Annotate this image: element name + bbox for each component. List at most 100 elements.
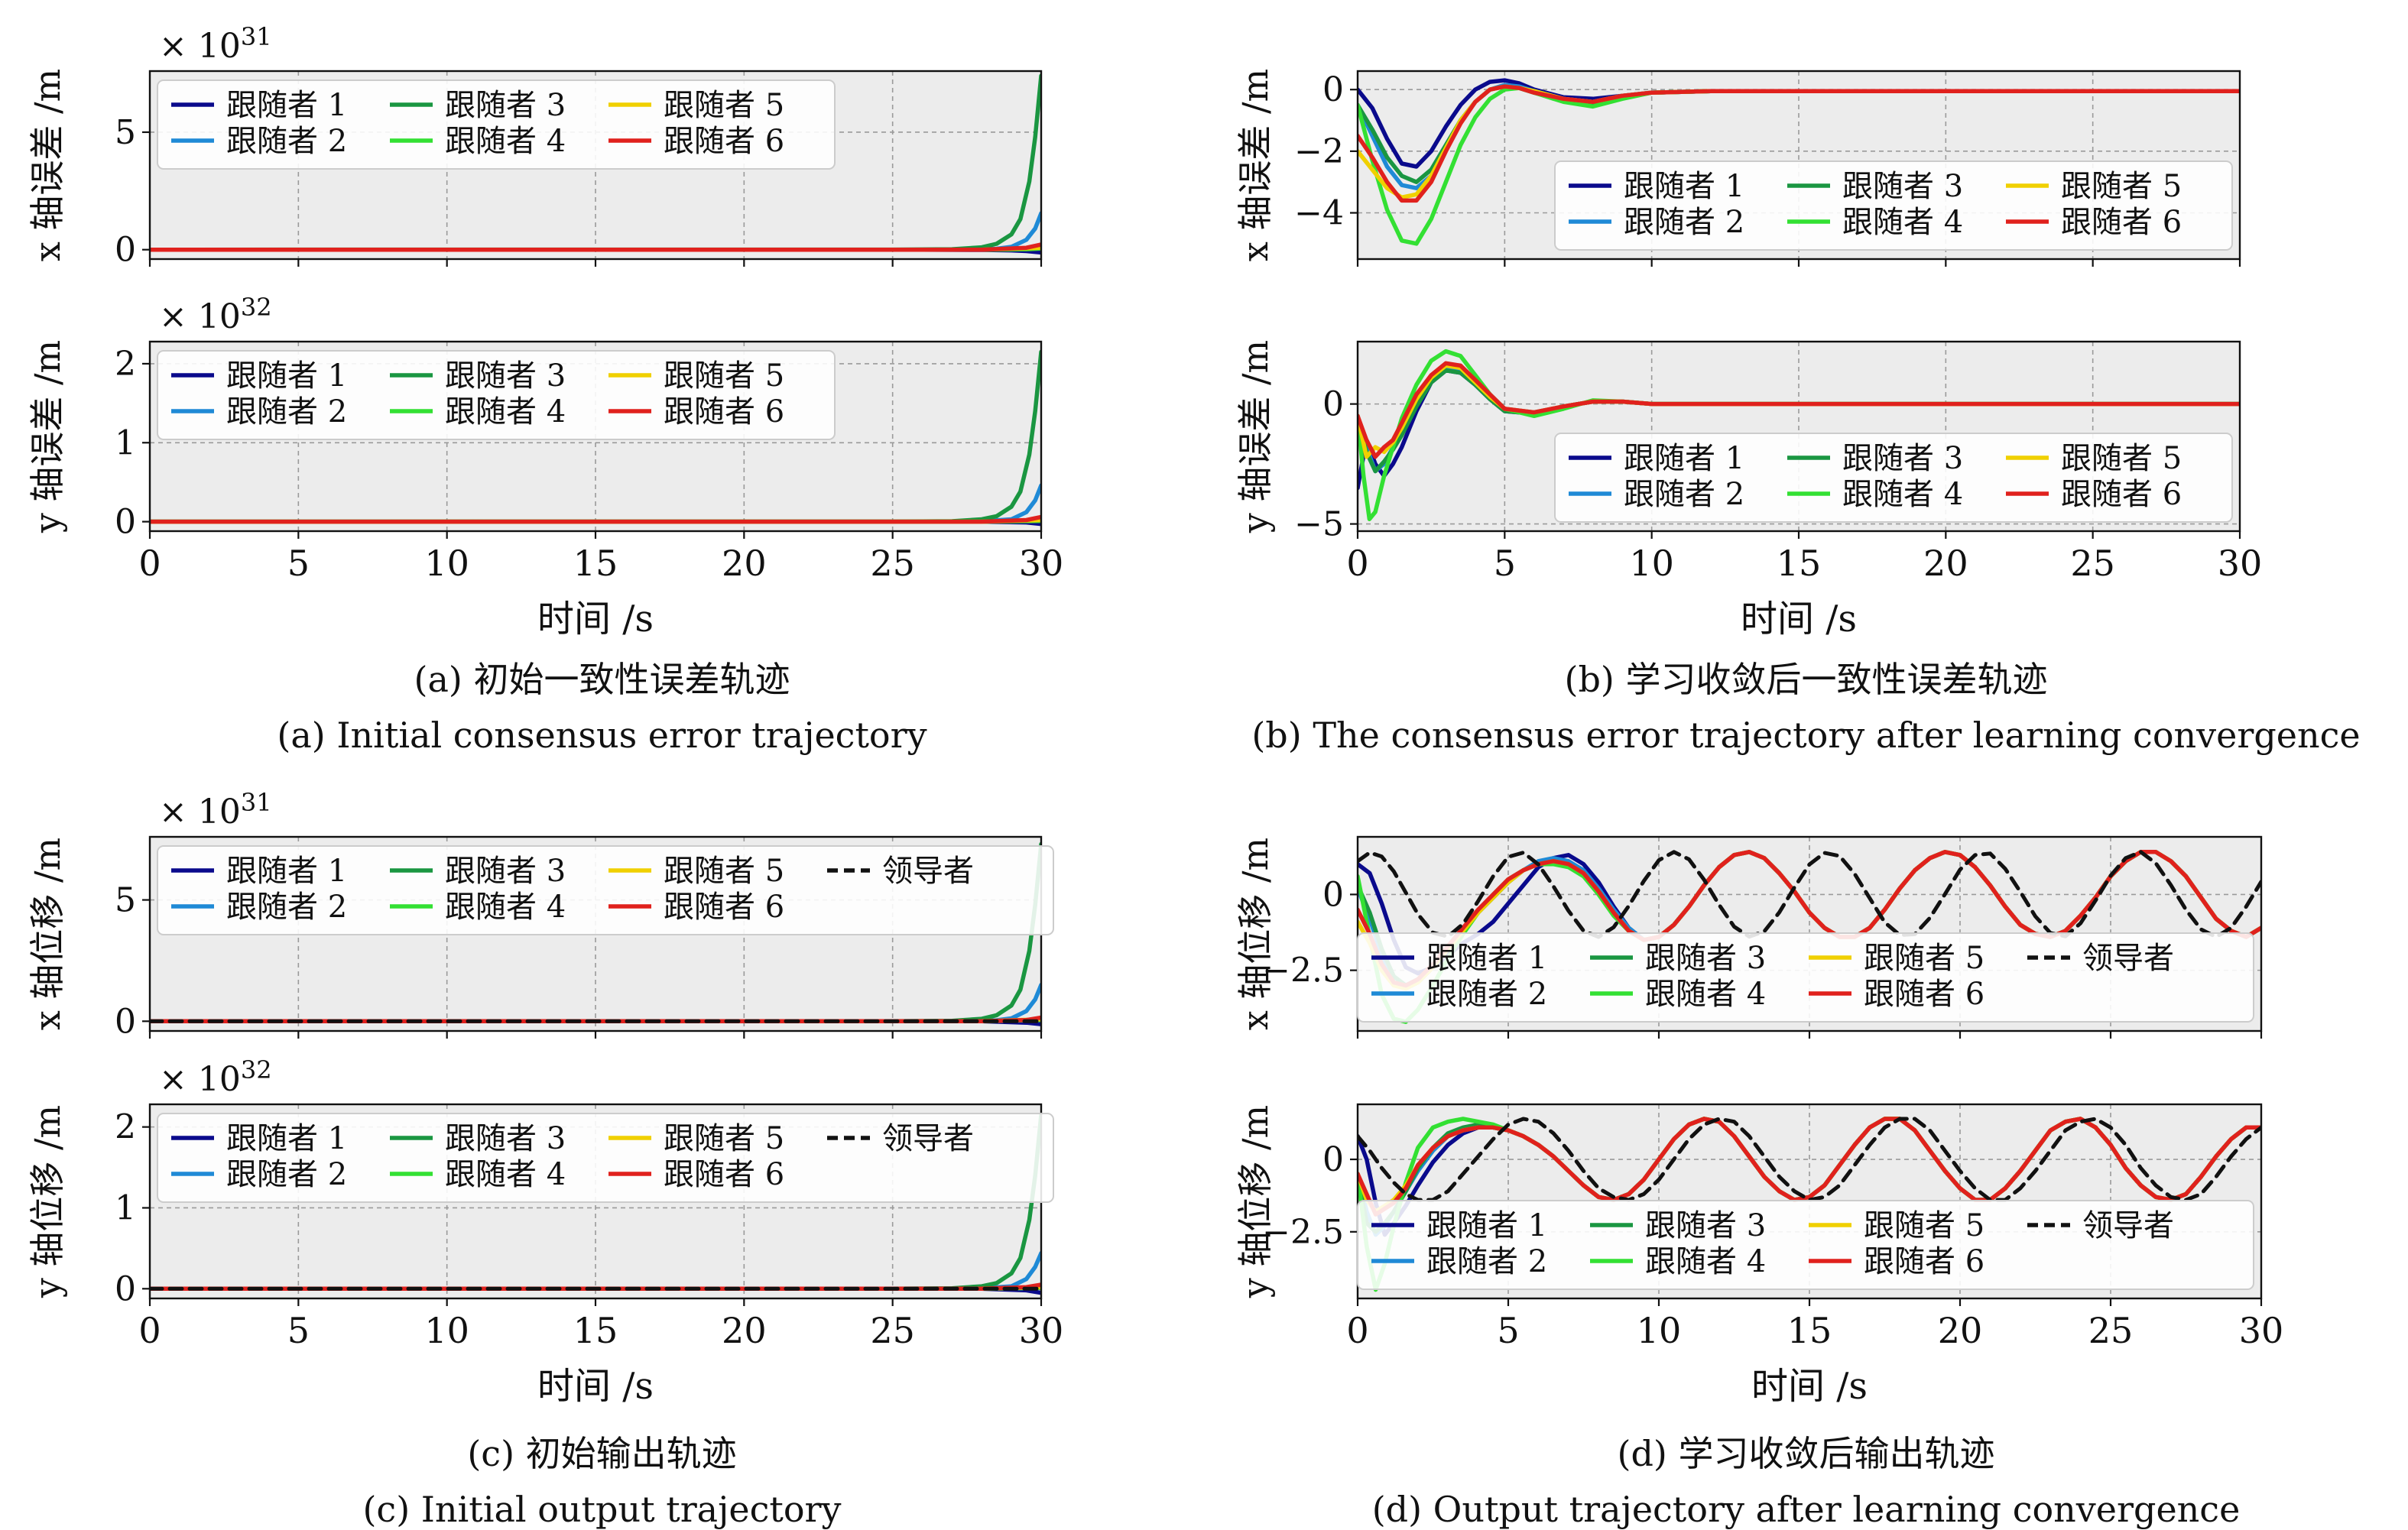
x-tick-label: 25 (870, 543, 915, 584)
legend-label: 跟随者 4 (1842, 205, 1963, 240)
axis-exponent: × 1032 (159, 293, 272, 336)
series-group (1358, 850, 2261, 1024)
legend-label: 跟随者 2 (1624, 205, 1744, 240)
exponent-base: × 10 (159, 297, 241, 336)
caption-d-en: (d) Output trajectory after learning con… (1371, 1489, 2241, 1530)
x-axis-label: 时间 /s (1741, 598, 1857, 640)
x-tick-label: 10 (1629, 543, 1674, 584)
y-axis-label: x 轴位移 /m (27, 838, 68, 1030)
x-tick-label: 10 (424, 543, 469, 584)
y-tick-label: 0 (1322, 385, 1344, 424)
legend-label: 跟随者 3 (1645, 941, 1766, 976)
legend-label: 跟随者 1 (1426, 941, 1547, 976)
legend-label: 跟随者 1 (1426, 1208, 1547, 1243)
legend-box (157, 1113, 1054, 1203)
caption-b-en: (b) The consensus error trajectory after… (1251, 715, 2361, 756)
series-line-follower-6 (150, 514, 1041, 524)
legend-box (157, 79, 836, 170)
y-tick-label: 1 (115, 423, 136, 462)
y-tick-label: 1 (115, 1188, 136, 1227)
x-tick-label: 15 (1777, 543, 1822, 584)
x-tick-label: 30 (1019, 543, 1064, 584)
y-tick-label: 5 (115, 113, 136, 152)
legend-label: 跟随者 3 (445, 358, 566, 394)
series-line-follower-6 (1358, 361, 2240, 459)
series-line-follower-6 (1358, 850, 2261, 988)
legend-box (1357, 1200, 2254, 1290)
y-axis-label: y 轴位移 /m (27, 1105, 68, 1298)
legend-label: 跟随者 4 (1645, 1244, 1766, 1279)
x-tick-label: 30 (2239, 1310, 2284, 1351)
legend-label: 跟随者 1 (1624, 169, 1744, 204)
x-tick-label: 20 (722, 543, 767, 584)
x-tick-label: 15 (573, 1310, 618, 1351)
exponent-power: 31 (241, 22, 272, 51)
legend-label: 跟随者 6 (2061, 477, 2182, 512)
legend-label: 跟随者 1 (226, 1121, 347, 1156)
x-tick-label: 0 (1346, 543, 1368, 584)
y-tick-label: 0 (115, 1002, 136, 1041)
legend-label: 跟随者 1 (226, 358, 347, 394)
x-tick-label: 5 (287, 543, 310, 584)
legend-label: 跟随者 3 (1645, 1208, 1766, 1243)
legend-label: 跟随者 1 (226, 88, 347, 123)
legend-label: 领导者 (882, 854, 974, 889)
y-tick-label: −4 (1294, 194, 1344, 233)
legend-box (1554, 160, 2233, 251)
y-tick-label: 0 (115, 1269, 136, 1308)
legend-box (157, 845, 1054, 935)
legend-label: 跟随者 2 (226, 124, 347, 159)
series-line-follower-6 (150, 242, 1041, 252)
x-tick-label: 5 (287, 1310, 310, 1351)
series-group (1358, 78, 2240, 246)
legend-label: 跟随者 5 (664, 88, 784, 123)
y-tick-label: 0 (1322, 70, 1344, 109)
legend-label: 跟随者 4 (445, 890, 566, 925)
x-tick-label: 10 (424, 1310, 469, 1351)
exponent-base: × 10 (159, 1060, 241, 1099)
legend-label: 跟随者 4 (1842, 477, 1963, 512)
y-tick-label: −5 (1294, 505, 1344, 544)
y-tick-label: −2.5 (1262, 1213, 1344, 1252)
caption-a-cn: (a) 初始一致性误差轨迹 (414, 659, 790, 700)
x-tick-label: 10 (1637, 1310, 1682, 1351)
series-line-follower-6 (1358, 84, 2240, 203)
axis-exponent: × 1031 (159, 788, 272, 831)
axis-exponent: × 1032 (159, 1055, 272, 1099)
y-tick-label: 0 (1322, 875, 1344, 914)
legend-label: 跟随者 2 (226, 890, 347, 925)
legend-label: 跟随者 1 (1624, 441, 1744, 476)
legend-label: 跟随者 5 (664, 358, 784, 394)
exponent-power: 32 (241, 293, 272, 322)
x-axis-label: 时间 /s (1751, 1365, 1868, 1408)
x-tick-label: 15 (573, 543, 618, 584)
x-tick-label: 30 (1019, 1310, 1064, 1351)
legend-label: 跟随者 6 (664, 124, 784, 159)
y-axis-label: x 轴误差 /m (1235, 69, 1276, 261)
y-axis-label: x 轴误差 /m (27, 69, 68, 261)
legend-label: 跟随者 2 (1426, 977, 1547, 1012)
exponent-power: 32 (241, 1055, 272, 1084)
y-axis-label: y 轴位移 /m (1235, 1105, 1276, 1298)
legend-label: 跟随者 5 (2061, 169, 2182, 204)
caption-a-en: (a) Initial consensus error trajectory (277, 715, 927, 756)
legend-label: 跟随者 5 (664, 854, 784, 889)
y-tick-label: −2.5 (1262, 951, 1344, 990)
x-axis-label: 时间 /s (537, 1365, 654, 1408)
caption-d-cn: (d) 学习收敛后输出轨迹 (1617, 1433, 1995, 1474)
y-tick-label: 0 (115, 503, 136, 542)
exponent-base: × 10 (159, 793, 241, 831)
axis-exponent: × 1031 (159, 22, 272, 66)
